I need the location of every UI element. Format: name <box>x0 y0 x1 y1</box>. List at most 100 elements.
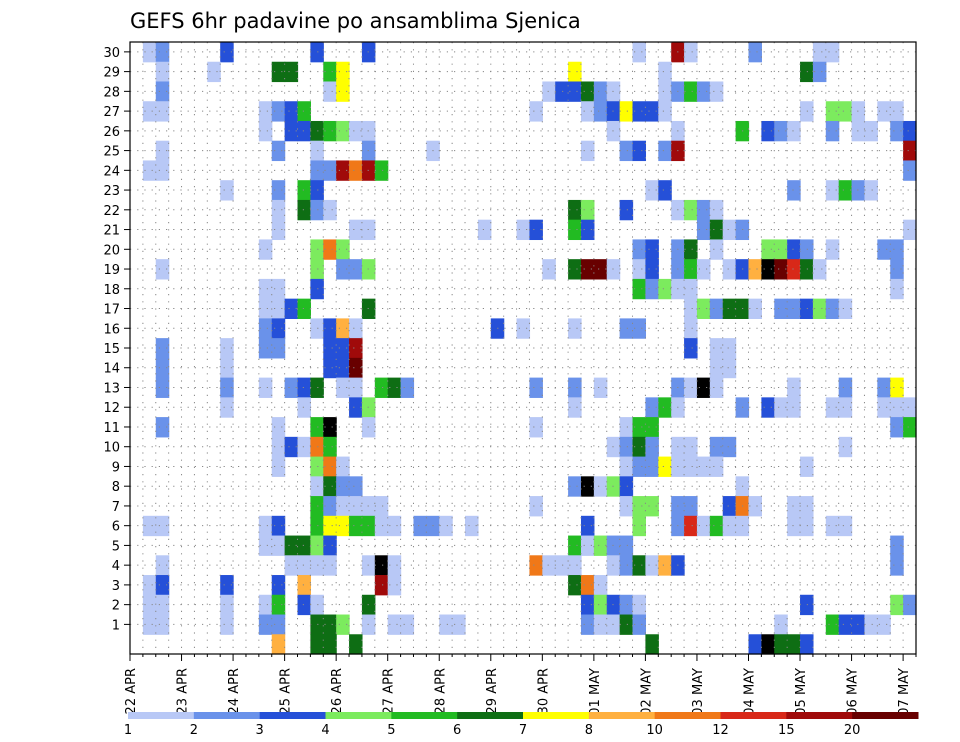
cell-m7-t40 <box>645 496 659 517</box>
grid-lines <box>130 42 916 654</box>
x-tick-label-10: 02 MAY <box>639 668 654 716</box>
cell-m0-t51 <box>787 634 801 655</box>
cell-m7-t52 <box>800 496 814 517</box>
cell-m30-t1 <box>142 42 157 63</box>
colorbar-label-6: 6 <box>453 723 461 738</box>
cell-m23-t57 <box>864 180 878 201</box>
cell-m18-t43 <box>684 278 698 300</box>
cell-m6-t54 <box>825 515 840 537</box>
cell-m20-t39 <box>632 239 647 260</box>
cell-m12-t60 <box>903 397 917 418</box>
cell-m3-t36 <box>593 575 608 596</box>
colorbar-label-8: 8 <box>585 723 593 738</box>
colorbar-label-12: 12 <box>712 723 729 738</box>
cell-m28-t2 <box>155 81 170 102</box>
cell-m6-t10 <box>258 515 273 537</box>
cell-m13-t13 <box>297 377 311 398</box>
cell-m27-t38 <box>619 101 634 122</box>
cell-m4-t14 <box>310 555 324 576</box>
cell-m0-t50 <box>774 634 788 655</box>
cell-m29-t11 <box>271 61 286 83</box>
cell-m6-t35 <box>580 515 595 537</box>
x-tick-label-5: 27 APR <box>382 668 397 714</box>
cell-m0-t14 <box>310 634 324 655</box>
cell-m4-t19 <box>374 555 389 576</box>
cell-m20-t16 <box>336 239 350 260</box>
cell-m27-t2 <box>155 101 170 122</box>
cell-m6-t11 <box>271 515 286 537</box>
cell-m5-t10 <box>258 535 273 556</box>
cell-m11-t39 <box>632 417 647 438</box>
cell-m8-t36 <box>593 476 608 497</box>
cell-m27-t58 <box>877 101 891 122</box>
cell-m19-t43 <box>684 259 698 280</box>
cell-m1-t21 <box>400 614 415 635</box>
cell-m19-t36 <box>593 259 608 280</box>
cell-m29-t52 <box>800 61 814 83</box>
y-tick-label-23: 23 <box>103 184 120 199</box>
cell-m24-t14 <box>310 160 324 181</box>
cell-m14-t7 <box>220 357 234 379</box>
cell-m17-t55 <box>838 298 853 319</box>
cell-m17-t53 <box>812 298 827 319</box>
cell-m17-t11 <box>271 298 286 319</box>
cell-m22-t11 <box>271 199 286 221</box>
cell-m1-t54 <box>825 614 840 635</box>
cell-m13-t44 <box>696 377 711 398</box>
cell-m8-t16 <box>336 476 350 497</box>
x-axis: 22 APR 23 APR 24 APR 25 APR 26 APR 27 APR 28 A… <box>124 654 917 716</box>
cell-m13-t12 <box>284 377 299 398</box>
cell-m19-t32 <box>542 259 556 280</box>
cell-m13-t16 <box>336 377 350 398</box>
cell-m7-t48 <box>748 496 762 517</box>
cell-m1-t10 <box>258 614 273 635</box>
cell-m7-t43 <box>684 496 698 517</box>
cell-m18-t40 <box>645 278 659 300</box>
colorbar-swatch-11 <box>852 712 919 719</box>
cell-m4-t33 <box>555 555 569 576</box>
cell-m19-t52 <box>800 259 814 280</box>
cell-m20-t52 <box>800 239 814 260</box>
cell-m19-t2 <box>155 259 170 280</box>
cell-m21-t35 <box>580 219 595 241</box>
cell-m13-t43 <box>684 377 698 398</box>
cell-m12-t59 <box>890 397 904 418</box>
cell-m21-t46 <box>722 219 737 241</box>
y-tick-label-2: 2 <box>112 599 120 614</box>
cell-m28-t16 <box>336 81 350 102</box>
cell-m23-t51 <box>787 180 801 201</box>
cell-m19-t48 <box>748 259 762 280</box>
cell-m16-t16 <box>336 318 350 339</box>
cell-m6-t2 <box>155 515 170 537</box>
cell-m4-t41 <box>658 555 672 576</box>
cell-m26-t54 <box>825 120 840 142</box>
cell-m13-t59 <box>890 377 904 398</box>
cell-m16-t10 <box>258 318 273 339</box>
cell-m10-t15 <box>323 436 337 458</box>
cell-m13-t58 <box>877 377 891 398</box>
cell-m15-t17 <box>349 338 363 359</box>
y-tick-label-28: 28 <box>103 85 120 100</box>
cell-m26-t13 <box>297 120 311 142</box>
cell-m14-t17 <box>349 357 363 379</box>
cell-m23-t13 <box>297 180 311 201</box>
cell-m26-t15 <box>323 120 337 142</box>
cell-m23-t54 <box>825 180 840 201</box>
cell-m18-t39 <box>632 278 647 300</box>
cell-m17-t43 <box>684 298 698 319</box>
x-tick-label-0: 22 APR <box>124 668 139 714</box>
cell-m21-t17 <box>349 219 363 241</box>
cell-m4-t31 <box>529 555 543 576</box>
cell-m28-t33 <box>555 81 569 102</box>
cell-m24-t15 <box>323 160 337 181</box>
cell-m13-t45 <box>709 377 724 398</box>
cell-m11-t40 <box>645 417 659 438</box>
cell-m1-t14 <box>310 614 324 635</box>
cell-m30-t48 <box>748 42 762 63</box>
cell-m3-t19 <box>374 575 389 596</box>
cell-m20-t59 <box>890 239 904 260</box>
cell-m16-t17 <box>349 318 363 339</box>
cell-m30-t53 <box>812 42 827 63</box>
y-tick-label-9: 9 <box>112 460 120 475</box>
cell-m1-t50 <box>774 614 788 635</box>
